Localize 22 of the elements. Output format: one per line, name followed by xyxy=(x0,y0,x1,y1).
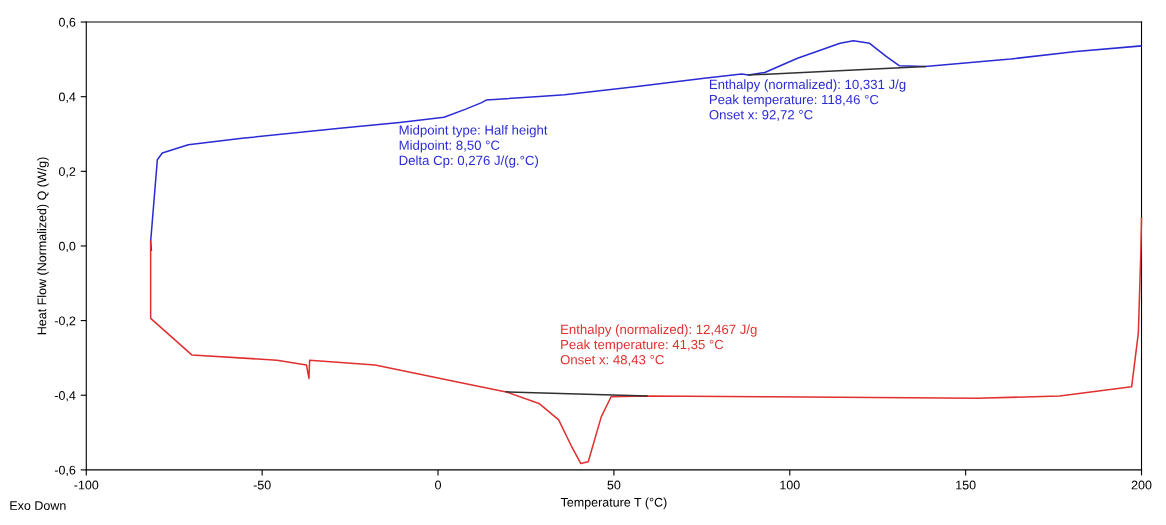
x-tick-label: -100 xyxy=(74,480,99,490)
annotation: Midpoint type: Half height Midpoint: 8,50 °C Delta Cp: 0,276 J/(g.°C) xyxy=(399,125,548,168)
y-tick-label: 0,2 xyxy=(58,167,76,178)
y-tick-label: 0,6 xyxy=(58,17,76,29)
y-tick-label: -0,2 xyxy=(54,316,76,327)
x-tick-label: 200 xyxy=(1131,480,1152,490)
annotation: Enthalpy (normalized): 10,331 J/g Peak temperature: 118,46 °C Onset x: 92,72 °C xyxy=(709,79,906,121)
x-axis-title: Temperature T (°C) xyxy=(560,497,667,510)
y-tick-label: 0,0 xyxy=(58,241,76,253)
y-tick-label: 0,4 xyxy=(58,92,76,103)
text: Exo Down xyxy=(10,501,66,510)
y-tick-label: -0,4 xyxy=(54,391,76,402)
x-tick-label: 100 xyxy=(780,480,800,490)
x-tick-label: 150 xyxy=(956,480,976,490)
line-series xyxy=(149,39,1142,251)
y-axis-title: Heat Flow (Normalized) Q (W/g) xyxy=(37,157,49,335)
y-tick-label: -0,6 xyxy=(54,465,76,476)
x-tick-label: 0 xyxy=(435,480,442,490)
annotation: Enthalpy (normalized): 12,467 J/g Peak temperature: 41,35 °C Onset x: 48,43 °C xyxy=(560,324,757,366)
x-tick-label: -50 xyxy=(253,480,271,490)
x-tick-label: 50 xyxy=(607,480,621,490)
line-series xyxy=(149,217,1143,465)
